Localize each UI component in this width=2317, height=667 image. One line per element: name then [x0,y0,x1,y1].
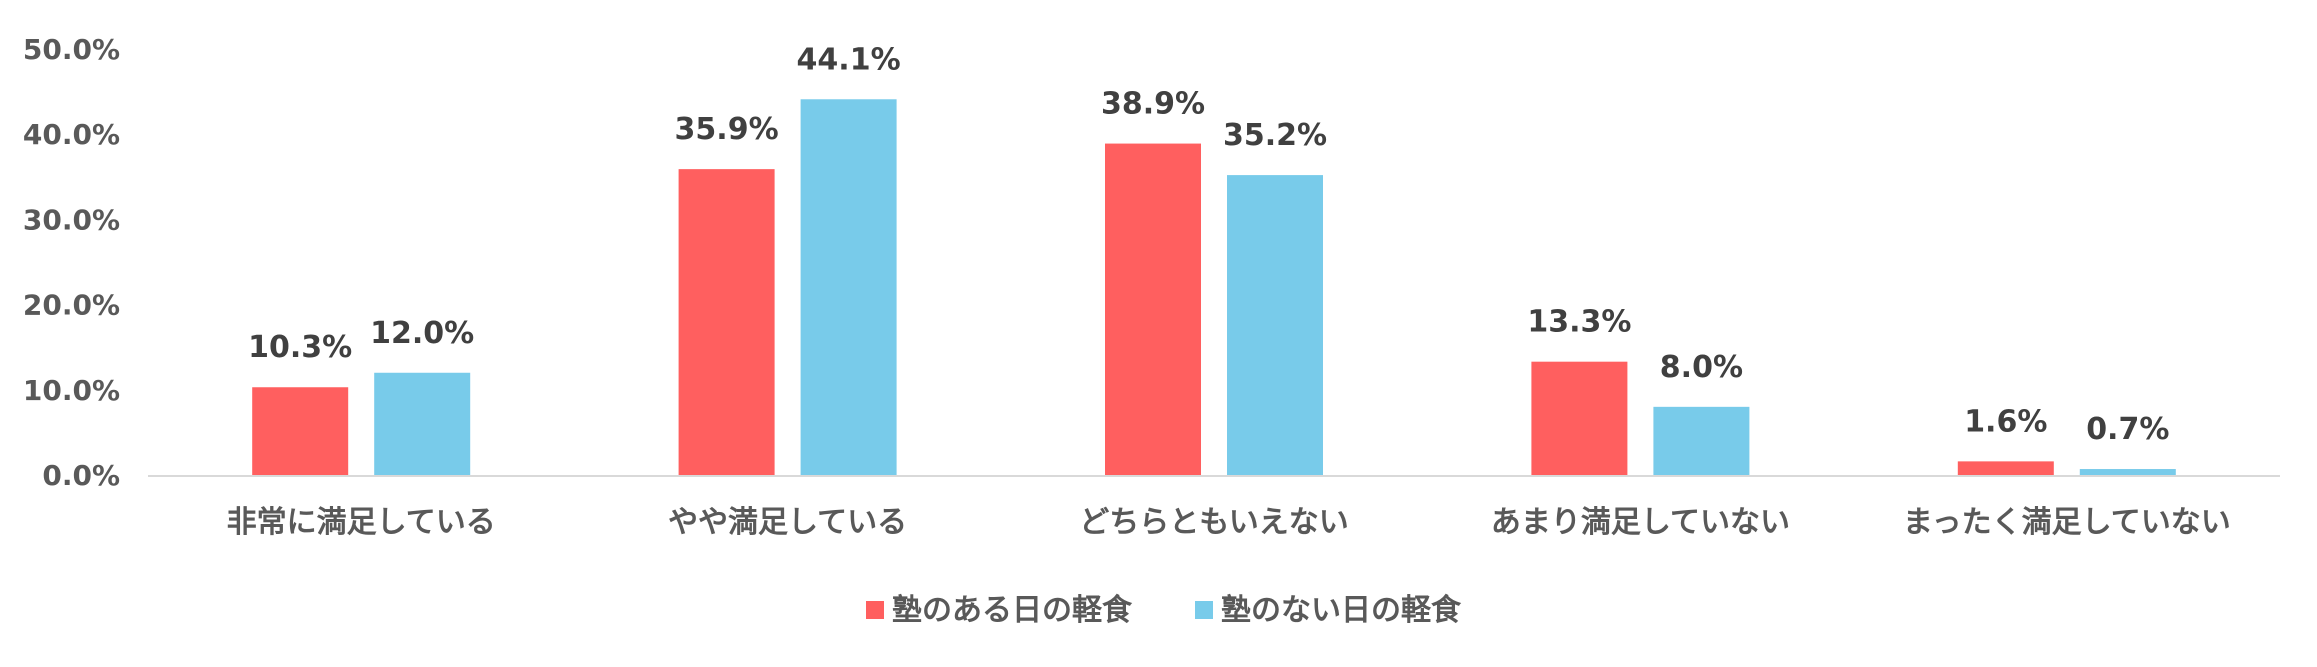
category-label: 非常に満足している [227,505,496,540]
data-label: 35.2% [1223,118,1327,153]
bars [252,99,2176,475]
y-tick-label: 50.0% [23,33,120,66]
bar-series-1 [1957,461,2054,475]
legend-swatch [1195,601,1213,619]
data-label: 0.7% [2086,412,2169,447]
y-axis: 0.0% 10.0% 20.0% 30.0% 40.0% 50.0% [23,33,120,492]
data-label: 10.3% [248,330,352,365]
y-tick-label: 40.0% [23,118,120,151]
data-labels: 10.3% 35.9% 38.9% 13.3% 1.6% 12.0% 44.1% 35.2% 8… [248,42,2169,447]
bar-series-1 [1531,361,1628,475]
data-label: 35.9% [675,112,779,147]
data-label: 1.6% [1964,404,2047,439]
legend-label: 塾のない日の軽食 [1221,593,1462,628]
category-label: やや満足している [668,505,907,540]
y-tick-label: 0.0% [42,459,120,492]
data-label: 8.0% [1660,350,1743,385]
bar-series-1 [678,169,775,475]
bar-series-2 [2079,469,2176,475]
legend-label: 塾のある日の軽食 [892,593,1133,628]
data-label: 12.0% [370,316,474,351]
bar-series-2 [1227,175,1323,475]
y-tick-label: 10.0% [23,374,120,407]
bar-series-2 [800,99,897,475]
category-label: あまり満足していない [1491,505,1790,540]
category-label: どちらともいえない [1079,505,1348,540]
x-axis: 非常に満足している やや満足している どちらともいえない あまり満足していない まったく… [148,475,2280,540]
legend-swatch [866,601,884,619]
data-label: 44.1% [797,42,901,77]
data-label: 38.9% [1101,87,1205,122]
y-tick-label: 20.0% [23,289,120,322]
data-label: 13.3% [1527,305,1631,340]
bar-series-1 [252,387,349,475]
bar-series-1 [1105,143,1201,475]
category-label: まったく満足していない [1903,505,2231,540]
bar-series-2 [1653,406,1750,475]
y-tick-label: 30.0% [23,203,120,236]
legend: 塾のある日の軽食 塾のない日の軽食 [866,593,1462,628]
bar-series-2 [374,372,471,475]
